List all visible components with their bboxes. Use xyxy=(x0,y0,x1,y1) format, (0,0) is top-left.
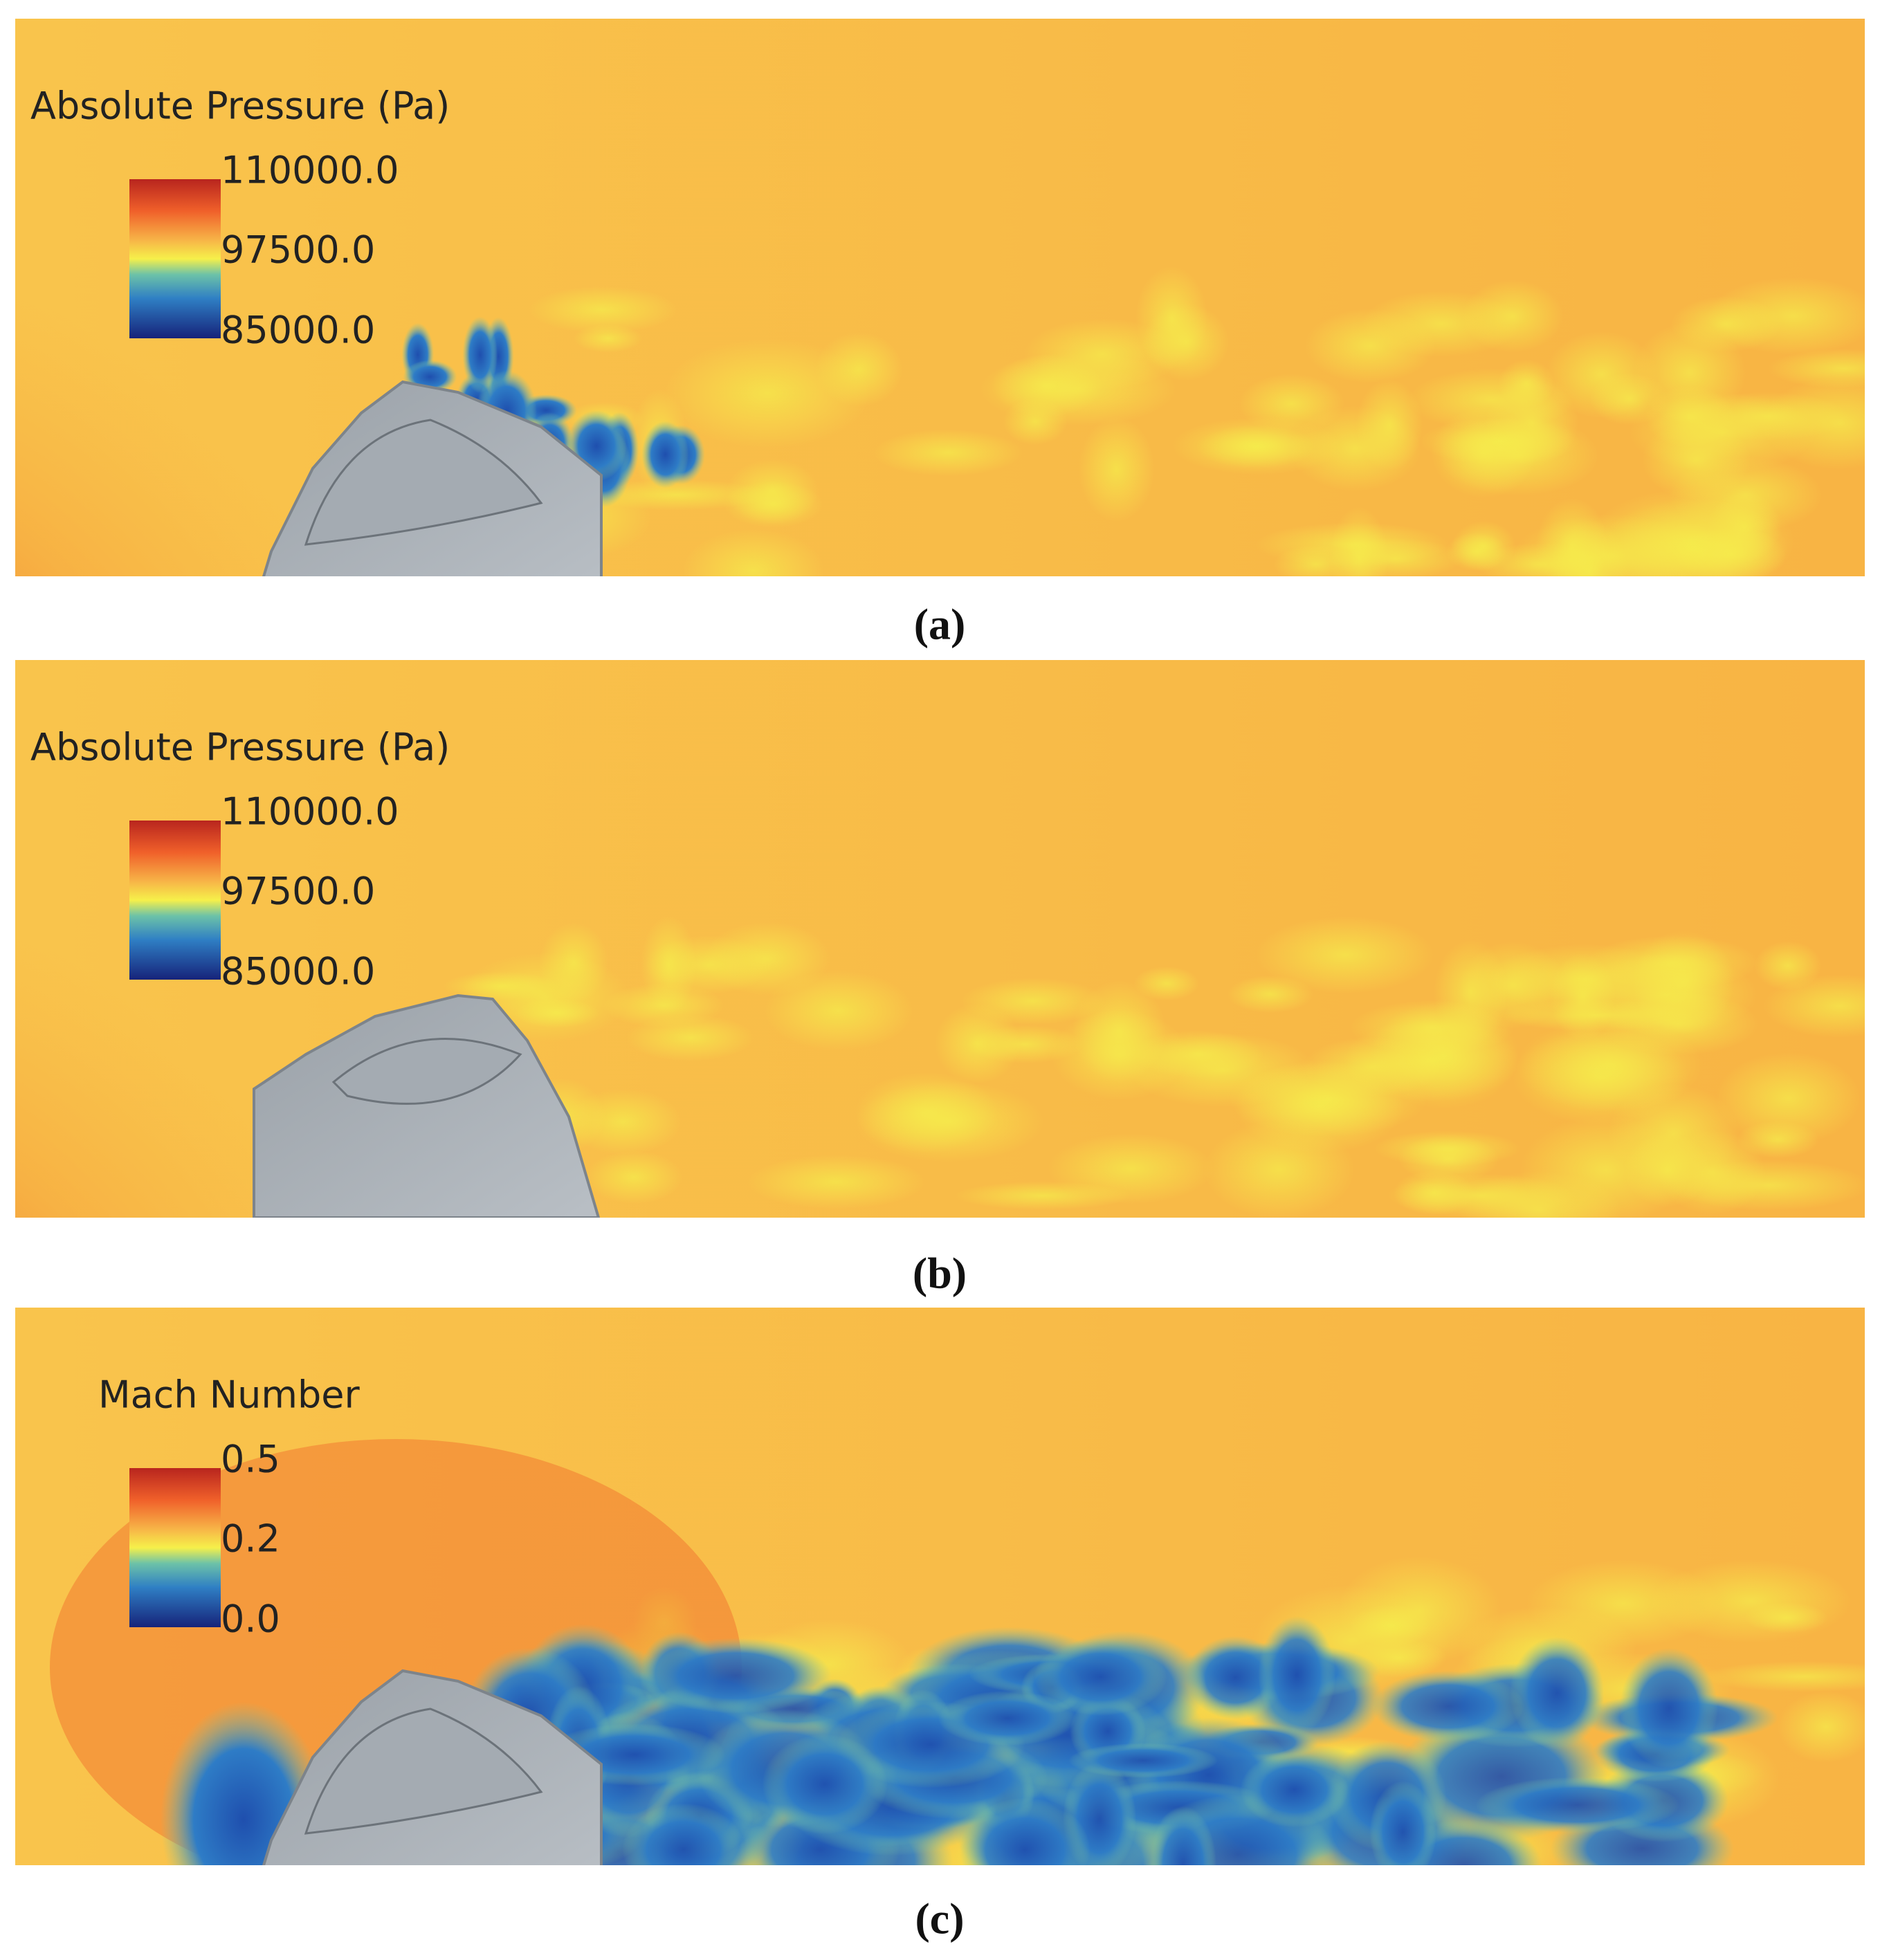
wake-blob xyxy=(1623,1133,1711,1207)
wake-blob xyxy=(644,935,773,995)
wake-blob xyxy=(967,1025,1083,1063)
wake-vortex xyxy=(1068,1743,1218,1778)
wake-blob xyxy=(514,998,600,1028)
wake-blob xyxy=(1408,368,1574,432)
wake-vortex xyxy=(762,1734,888,1835)
wake-blob xyxy=(1234,1060,1405,1153)
legend-label: 0.2 xyxy=(221,1517,280,1561)
wake-blob xyxy=(1650,1559,1852,1643)
flow-field xyxy=(15,19,1865,576)
wake-blob xyxy=(855,1081,1044,1162)
wake-blob xyxy=(1550,520,1629,576)
wake-vortex xyxy=(938,1690,1077,1746)
color-bar xyxy=(129,1468,221,1627)
wake-blob xyxy=(1356,379,1423,471)
wake-blob xyxy=(1132,1029,1264,1079)
color-bar xyxy=(129,821,221,980)
wake-vortex xyxy=(959,1797,1090,1865)
panel: Absolute Pressure (Pa) 110000.0 97500.0 850… xyxy=(15,660,1865,1218)
wake-blob xyxy=(873,429,1023,477)
wake-blob xyxy=(1715,1052,1861,1145)
wake-blob xyxy=(1641,420,1751,500)
wake-blob xyxy=(1668,1160,1865,1211)
wake-blob xyxy=(1304,309,1436,383)
legend-label: 0.5 xyxy=(221,1438,280,1481)
wake-blob xyxy=(1398,1134,1499,1184)
pressure-blob xyxy=(462,316,498,394)
wake-blob xyxy=(1171,416,1343,475)
vehicle-canopy xyxy=(304,1707,543,1835)
legend-label: 85000.0 xyxy=(221,309,375,352)
vehicle xyxy=(262,1669,603,1865)
wake-blob xyxy=(1708,277,1865,355)
wake-blob xyxy=(1273,544,1358,576)
wake-vortex xyxy=(1369,1781,1437,1865)
legend-title: Absolute Pressure (Pa) xyxy=(30,84,450,128)
vehicle-canopy xyxy=(304,419,543,546)
wake-blob xyxy=(664,338,870,449)
wake-blob xyxy=(1003,398,1068,446)
wake-vortex xyxy=(1034,1638,1167,1716)
wake-blob xyxy=(1024,318,1180,390)
wake-vortex xyxy=(1258,1616,1336,1734)
color-bar xyxy=(129,179,221,338)
caption: (a) xyxy=(914,600,966,649)
wake-blob xyxy=(746,1155,926,1209)
wake-blob xyxy=(953,1181,1131,1210)
wake-blob xyxy=(1350,1604,1432,1647)
wake-blob xyxy=(1133,966,1200,1001)
pressure-blob xyxy=(641,421,689,488)
wake-vortex xyxy=(1509,1636,1605,1750)
wake-blob xyxy=(585,1151,683,1204)
legend-label: 0.0 xyxy=(221,1597,280,1641)
wake-vortex xyxy=(622,1803,745,1865)
wake-vortex xyxy=(1240,1752,1349,1828)
wake-blob xyxy=(527,286,677,333)
wake-blob xyxy=(1350,1000,1515,1055)
wake-vortex xyxy=(1619,1647,1718,1768)
legend-title: Absolute Pressure (Pa) xyxy=(30,726,450,769)
panel: Absolute Pressure (Pa) 110000.0 97500.0 850… xyxy=(15,19,1865,576)
vehicle xyxy=(262,380,603,576)
wake-blob xyxy=(1777,1691,1865,1763)
wake-blob xyxy=(726,458,819,524)
caption: (b) xyxy=(913,1249,967,1298)
wake-blob xyxy=(682,529,825,576)
wake-blob xyxy=(1078,416,1155,522)
wake-blob xyxy=(1573,953,1758,1036)
wake-blob xyxy=(1462,280,1564,353)
wake-blob xyxy=(1051,1009,1189,1100)
wake-blob xyxy=(602,983,725,1028)
caption: (c) xyxy=(915,1894,964,1943)
legend-label: 85000.0 xyxy=(221,950,375,993)
vehicle-canopy xyxy=(331,1038,522,1105)
panel: Mach Number 0.5 0.2 0.0 xyxy=(15,1308,1865,1865)
wake-vortex xyxy=(1475,1777,1680,1833)
wake-blob xyxy=(1142,303,1230,381)
wake-blob xyxy=(1512,1028,1689,1125)
legend-label: 97500.0 xyxy=(221,870,375,913)
wake-blob xyxy=(564,1088,682,1155)
legend-label: 110000.0 xyxy=(221,149,399,192)
wake-blob xyxy=(1763,974,1865,1038)
legend-title: Mach Number xyxy=(98,1373,360,1417)
legend-label: 110000.0 xyxy=(221,790,399,834)
wake-blob xyxy=(1762,377,1865,470)
wake-blob xyxy=(1445,532,1507,571)
wake-vortex xyxy=(1149,1806,1216,1865)
wake-blob xyxy=(1255,916,1435,993)
legend-label: 97500.0 xyxy=(221,228,375,272)
wake-vortex xyxy=(1371,1671,1525,1742)
wake-vortex xyxy=(639,1638,832,1714)
vehicle xyxy=(253,993,601,1218)
wake-blob xyxy=(763,971,913,1051)
wake-blob xyxy=(1701,1661,1865,1692)
wake-blob xyxy=(574,324,642,353)
wake-blob xyxy=(1226,975,1314,1014)
flow-field xyxy=(15,1308,1865,1865)
